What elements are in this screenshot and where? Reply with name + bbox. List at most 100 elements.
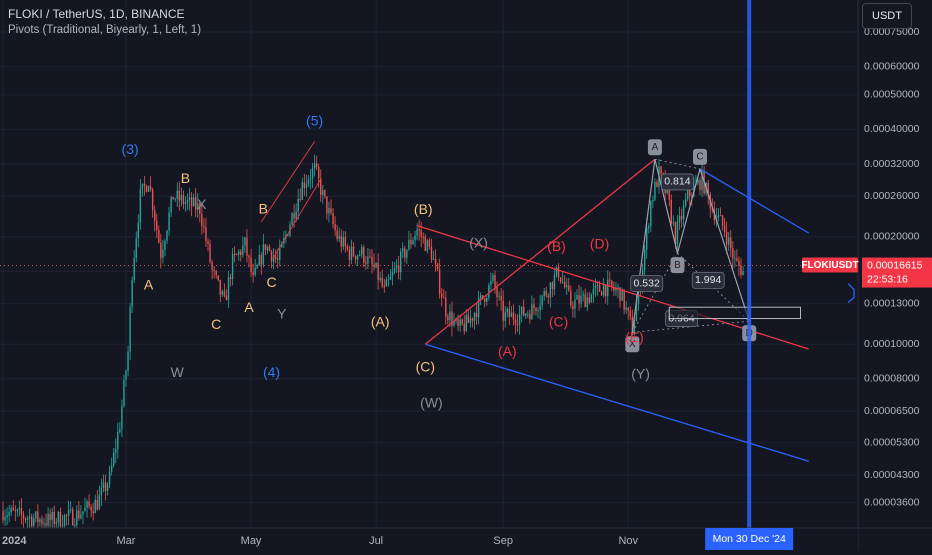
candle: [354, 255, 357, 265]
candle: [168, 206, 170, 236]
candle-body: [8, 512, 10, 516]
candle: [596, 280, 599, 296]
candle-body: [39, 519, 41, 522]
candle: [338, 227, 340, 243]
candle-body: [463, 323, 465, 331]
candle-body: [65, 515, 68, 517]
candle-body: [568, 285, 570, 291]
candle: [217, 275, 219, 282]
candle-body: [674, 222, 677, 245]
candle: [311, 163, 314, 188]
candle: [340, 229, 342, 253]
candle: [213, 266, 215, 279]
candle-body: [611, 280, 613, 288]
price-tick-label: 0.00004300: [864, 469, 920, 481]
candle: [272, 248, 275, 270]
candle: [734, 250, 736, 268]
candle-body: [82, 511, 84, 515]
candle: [422, 232, 424, 244]
candle: [180, 187, 183, 207]
candle-body: [375, 262, 377, 268]
candle-body: [643, 249, 646, 270]
wave-label: C: [266, 274, 276, 290]
candle: [260, 252, 262, 275]
candle-body: [188, 197, 191, 201]
candle-body: [520, 306, 523, 315]
candle: [672, 215, 675, 227]
candle-body: [299, 198, 301, 200]
candle: [305, 174, 308, 197]
candle: [209, 239, 211, 265]
candle-body: [570, 290, 572, 306]
candle: [203, 218, 205, 233]
candle: [570, 285, 572, 309]
candle: [467, 309, 470, 324]
candle-body: [207, 241, 209, 244]
candle-body: [672, 222, 675, 224]
candle: [4, 509, 6, 527]
wave-label: (W): [420, 395, 443, 411]
candle-body: [322, 189, 324, 195]
candle: [8, 504, 10, 523]
candle-body: [656, 182, 658, 187]
candle: [502, 290, 504, 331]
candle: [582, 290, 584, 302]
candle-body: [156, 220, 158, 230]
candle: [26, 515, 29, 530]
candle-body: [689, 189, 691, 197]
candle-body: [151, 189, 154, 211]
candle-body: [615, 289, 617, 291]
candle-body: [22, 514, 25, 519]
candle-body: [217, 275, 219, 280]
candle: [123, 374, 125, 408]
candle-body: [559, 277, 562, 283]
candle: [648, 223, 650, 234]
candle: [504, 306, 506, 328]
candle-body: [139, 188, 142, 223]
candle-body: [348, 249, 351, 260]
candle: [689, 187, 691, 206]
candle-body: [248, 255, 250, 258]
candle: [92, 502, 94, 521]
candle: [219, 279, 221, 303]
currency-button[interactable]: USDT: [862, 3, 912, 29]
candle: [516, 314, 519, 332]
candle-body: [313, 163, 316, 169]
candle: [592, 282, 595, 304]
candle-body: [356, 255, 359, 260]
candle: [78, 501, 80, 521]
candle-body: [127, 351, 129, 371]
candle: [242, 236, 244, 258]
wave-label: B: [181, 170, 190, 186]
wave-label: B: [259, 201, 268, 217]
candle-body: [393, 268, 396, 272]
candle: [545, 286, 547, 298]
candle: [383, 278, 385, 293]
candle-body: [629, 310, 631, 317]
candle: [518, 305, 521, 335]
candle: [559, 277, 562, 284]
candle-body: [488, 285, 490, 298]
candle-body: [701, 170, 703, 191]
candle: [80, 505, 82, 520]
candle: [576, 289, 578, 300]
candle: [719, 207, 722, 217]
candle-body: [596, 284, 599, 286]
harmonic-point-badge: [670, 257, 685, 274]
harmonic-point-text: C: [696, 152, 703, 163]
candle-body: [92, 511, 94, 513]
candle-body: [625, 307, 627, 310]
candle: [395, 259, 398, 273]
candle-body: [266, 246, 269, 251]
candle: [643, 244, 646, 281]
candle-body: [14, 510, 16, 512]
candle: [377, 253, 379, 290]
candle: [742, 266, 744, 276]
candle: [277, 248, 279, 269]
candle-body: [666, 188, 668, 194]
trendline-4: [424, 158, 656, 345]
pivots-indicator-legend[interactable]: Pivots (Traditional, Biyearly, 1, Left, …: [8, 24, 202, 36]
candle: [369, 249, 371, 259]
